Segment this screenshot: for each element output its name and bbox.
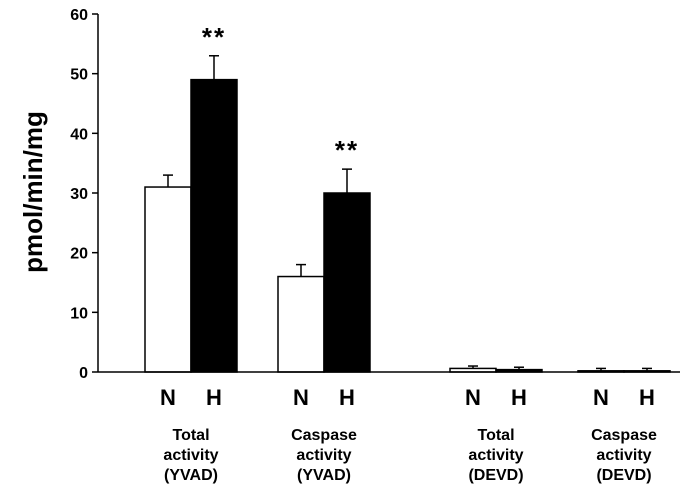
bar-category-label: N [160,385,176,410]
group-label: Caspase [591,427,657,444]
bars: ** ** [144,22,671,373]
bar-category-label: H [511,385,527,410]
bar [323,192,371,373]
y-tick-label: 0 [79,365,88,382]
bar [144,186,192,373]
bar-category-label: H [339,385,355,410]
y-tick-label: 40 [70,126,88,143]
group-label: (DEVD) [468,467,523,484]
bar-category-label: N [465,385,481,410]
group-label: Total [477,427,514,444]
group-label: Caspase [291,427,357,444]
group-label: activity [163,447,218,464]
bar-category-label: H [206,385,222,410]
significance-marker: ** [202,22,226,52]
bar-category-label: N [293,385,309,410]
group-label: activity [596,447,651,464]
group-label: (YVAD) [164,467,218,484]
y-axis-label: pmol/min/mg [18,111,48,273]
bar-category-label: H [639,385,655,410]
x-axis-labels: N H Total activity (YVAD) N H Caspase activity (Y… [160,385,657,484]
y-tick-label: 20 [70,246,88,263]
group-label: Total [172,427,209,444]
bar [190,78,238,373]
group-label: (YVAD) [297,467,351,484]
group-label: (DEVD) [596,467,651,484]
y-tick-label: 10 [70,305,88,322]
y-axis: 0 10 20 30 40 50 60 [70,7,99,382]
y-tick-label: 30 [70,186,88,203]
bar-category-label: N [593,385,609,410]
group-label: activity [468,447,523,464]
significance-marker: ** [335,135,359,165]
y-tick-label: 60 [70,7,88,24]
bar [277,275,325,373]
group-label: activity [296,447,351,464]
y-tick-label: 50 [70,67,88,84]
